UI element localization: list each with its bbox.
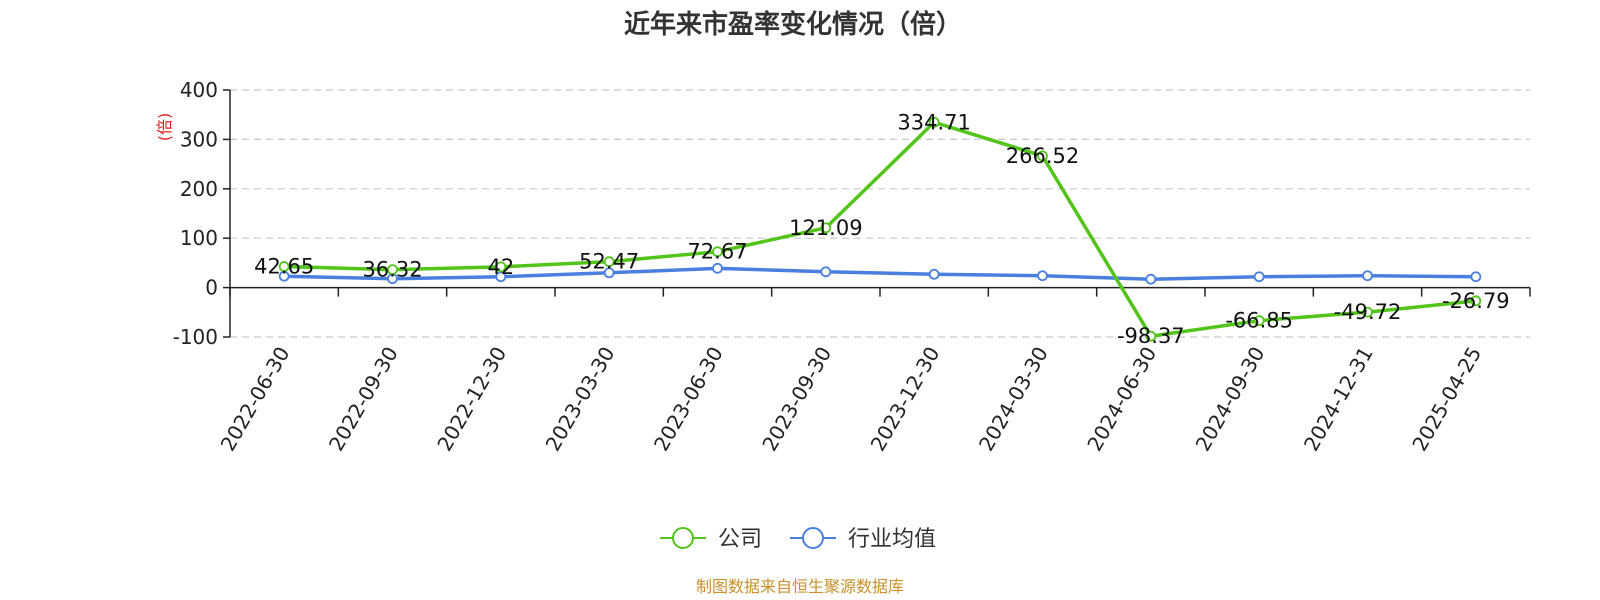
x-tick-label: 2022-12-30 [432, 343, 511, 456]
company-point [712, 246, 723, 258]
x-tick-label: 2024-03-30 [974, 343, 1053, 456]
company-point [1362, 306, 1373, 318]
legend-industry-marker [802, 527, 824, 549]
data-label: -26.79 [1442, 289, 1510, 313]
y-tick-label: 200 [180, 177, 218, 201]
legend-company-marker [672, 527, 694, 549]
data-label: 334.71 [897, 110, 970, 134]
company-point [278, 261, 290, 272]
x-tick-label: 2024-12-31 [1299, 343, 1378, 456]
company-point [603, 256, 615, 268]
chart-title: 近年来市盈率变化情况（倍） [624, 9, 962, 40]
industry-average-point [712, 262, 723, 274]
company-point [387, 264, 398, 276]
axes [223, 89, 1531, 338]
legend-item-company[interactable]: 公司 [660, 527, 762, 552]
y-axis-label: (倍) [155, 113, 174, 142]
data-labels: 42.65 36.32 42 52.47 72.67 121.09 334.71 266.52… [254, 110, 1510, 348]
data-label: 72.67 [687, 240, 747, 264]
company-point [1145, 330, 1157, 342]
industry-average-point [1470, 271, 1482, 283]
x-tick-label: 2024-06-30 [1082, 343, 1161, 456]
company-point [928, 116, 940, 128]
industry-average-point [820, 266, 832, 278]
y-tick-label: 100 [180, 226, 218, 250]
source-note: 制图数据来自恒生聚源数据库 [696, 577, 904, 596]
y-tick-label: -100 [173, 325, 218, 349]
data-label: 42 [487, 255, 514, 279]
legend-item-industry-average[interactable]: 行业均值 [790, 527, 936, 552]
company-point [495, 261, 507, 273]
x-tick-label: 2023-03-30 [541, 343, 620, 456]
legend-industry-label: 行业均值 [848, 527, 936, 552]
x-tick-label: 2024-09-30 [1191, 343, 1270, 456]
data-label: -98.37 [1117, 324, 1185, 348]
data-label: -49.72 [1334, 300, 1402, 324]
industry-average-point [928, 268, 940, 280]
grid-lines [230, 89, 1530, 338]
y-tick-labels: 400 300 200 100 0 -100 [173, 78, 218, 349]
industry-average-point [1362, 270, 1373, 282]
y-tick-label: 300 [180, 127, 218, 151]
x-tick-labels: 2022-06-30 2022-09-30 2022-12-30 2023-03-30… [216, 343, 1487, 456]
company-point [820, 222, 832, 234]
data-label: 121.09 [789, 216, 862, 240]
y-tick-label: 0 [205, 276, 218, 300]
x-tick-label: 2022-06-30 [216, 343, 295, 456]
industry-average-point [603, 267, 615, 279]
legend: 公司 行业均值 [660, 527, 936, 552]
series-line-industry-average [284, 266, 1476, 281]
x-tick-label: 2023-06-30 [649, 343, 728, 456]
x-tick-label: 2025-04-25 [1407, 343, 1486, 456]
x-tick-label: 2022-09-30 [324, 343, 403, 456]
company-point [1037, 150, 1048, 162]
series-points [278, 116, 1482, 342]
series-line-company [284, 120, 1477, 338]
industry-average-point [1145, 273, 1157, 285]
industry-average-point [1253, 271, 1265, 283]
data-label: 266.52 [1006, 144, 1079, 168]
x-tick-label: 2023-12-30 [866, 343, 945, 456]
x-tick-label: 2023-09-30 [757, 343, 836, 456]
data-label: 52.47 [579, 250, 639, 274]
company-point [1253, 315, 1265, 327]
company-point [1470, 295, 1482, 307]
series-lines [284, 120, 1477, 338]
industry-average-point [1037, 270, 1048, 282]
data-label: -66.85 [1225, 309, 1293, 333]
y-tick-label: 400 [180, 78, 218, 102]
data-label: 36.32 [362, 258, 422, 282]
data-label: 42.65 [254, 255, 314, 279]
legend-company-label: 公司 [718, 527, 762, 552]
